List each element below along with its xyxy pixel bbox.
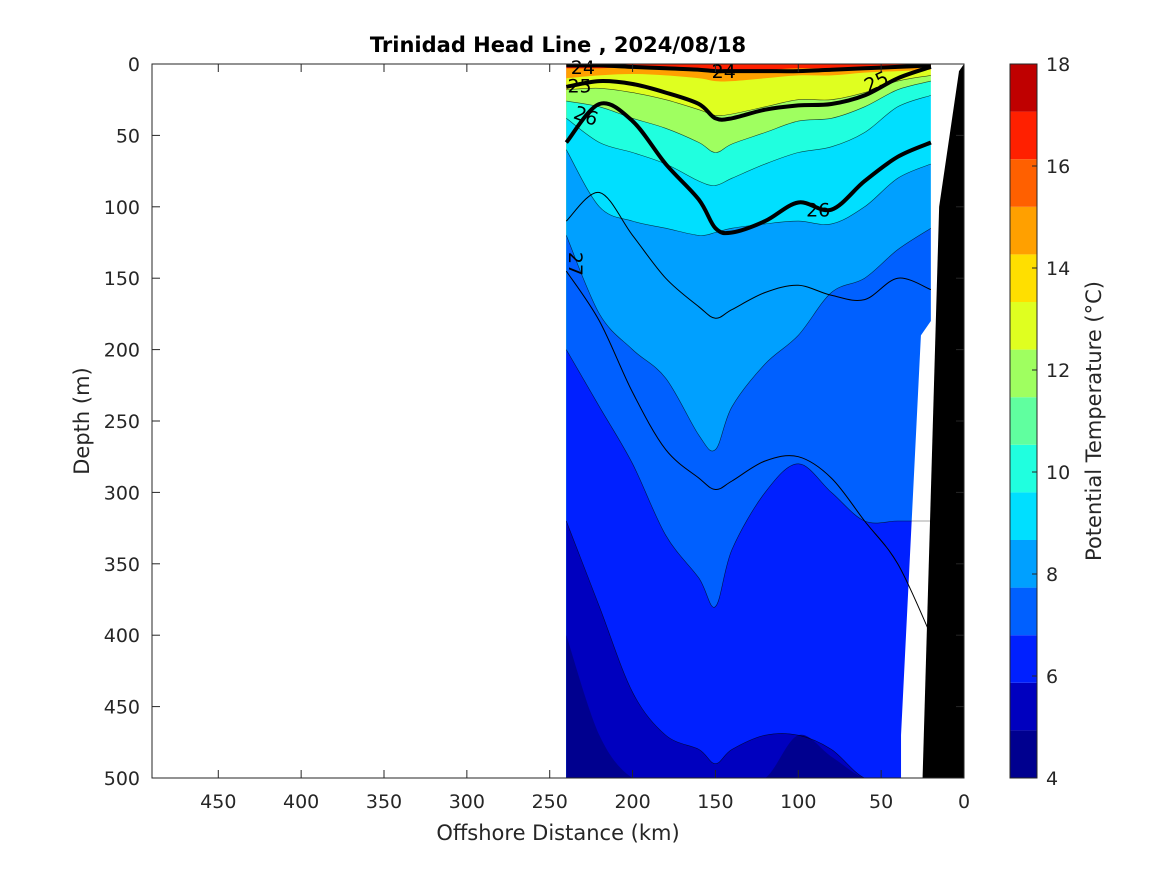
- y-tick-label: 500: [104, 768, 140, 790]
- density-contour-26-5: [565, 191, 932, 319]
- temperature-band: [566, 635, 964, 778]
- bathymetry-layer: [901, 64, 964, 778]
- x-tick-label: 450: [200, 791, 236, 813]
- colorbar-tick-label: 6: [1046, 666, 1058, 688]
- y-tick-label: 400: [104, 625, 140, 647]
- colorbar-segment: [1010, 730, 1037, 778]
- colorbar-tick-label: 10: [1046, 462, 1070, 484]
- colorbar-segment: [1010, 206, 1037, 255]
- y-tick-label: 350: [104, 554, 140, 576]
- colorbar-tick-label: 12: [1046, 360, 1070, 382]
- colorbar-segment: [1010, 349, 1037, 398]
- contour-label: 26: [806, 200, 830, 222]
- y-tick-label: 150: [104, 268, 140, 290]
- y-axis-label: Depth (m): [70, 367, 94, 474]
- colorbar-segment: [1010, 492, 1037, 540]
- contour-label: 27: [564, 252, 586, 276]
- colorbar-tick-label: 8: [1046, 564, 1058, 586]
- colorbar-segment: [1010, 444, 1037, 493]
- y-tick-label: 100: [104, 197, 140, 219]
- chart-title: Trinidad Head Line , 2024/08/18: [370, 33, 746, 57]
- colorbar-segment: [1010, 254, 1037, 302]
- y-tick-label: 0: [128, 54, 140, 76]
- isotherm-line: [566, 149, 932, 236]
- colorbar-tick-label: 14: [1046, 258, 1070, 280]
- isotherm-line: [566, 349, 931, 608]
- contour-label: 24: [571, 57, 595, 79]
- colorbar-segment: [1010, 111, 1037, 160]
- colorbar-segment: [1010, 159, 1037, 207]
- x-tick-label: 0: [958, 791, 970, 813]
- seafloor-bathymetry: [922, 64, 964, 778]
- colorbar-segment: [1010, 397, 1037, 445]
- temperature-band: [566, 349, 964, 778]
- colorbar-frame: [1009, 63, 1038, 779]
- x-tick-label: 150: [697, 791, 733, 813]
- y-tick-label: 450: [104, 697, 140, 719]
- colorbar-segment: [1010, 635, 1037, 683]
- x-tick-label: 400: [283, 791, 319, 813]
- x-tick-label: 100: [780, 791, 816, 813]
- colorbar-segment: [1010, 302, 1037, 350]
- colorbar-segment: [1010, 540, 1037, 588]
- density-contour-26: [564, 101, 932, 236]
- isotherm-line: [566, 80, 931, 153]
- x-tick-label: 200: [614, 791, 650, 813]
- colorbar-tick-label: 4: [1046, 768, 1058, 790]
- colorbar-tick-label: 18: [1046, 54, 1070, 76]
- y-tick-label: 50: [116, 125, 140, 147]
- isotherm-line: [566, 75, 931, 116]
- temperature-fill-layer: [566, 64, 964, 778]
- y-tick-label: 200: [104, 340, 140, 362]
- x-tick-label: 300: [449, 791, 485, 813]
- x-tick-label: 50: [869, 791, 893, 813]
- x-tick-label: 250: [532, 791, 568, 813]
- colorbar-label: Potential Temperature (°C): [1082, 281, 1106, 561]
- density-contour-25: [565, 65, 932, 122]
- isotherm-line: [566, 227, 932, 452]
- contour-label: 24: [712, 61, 736, 83]
- y-tick-label: 250: [104, 411, 140, 433]
- colorbar-segment: [1010, 587, 1037, 636]
- colorbar-tick-label: 16: [1046, 156, 1070, 178]
- x-tick-label: 350: [366, 791, 402, 813]
- isotherm-line: [566, 95, 931, 186]
- colorbar: 4 6 8 10 12 14 16 18: [1009, 54, 1070, 790]
- contour-label: 25: [567, 75, 591, 97]
- colorbar-segment: [1010, 64, 1037, 112]
- y-tick-label: 300: [104, 482, 140, 504]
- y-axis: 0 50 100 150 200 250 300 350 400 450 500: [104, 54, 964, 790]
- x-axis-label: Offshore Distance (km): [436, 821, 679, 845]
- x-axis: 450 400 350 300 250 200 150 100 50 0: [200, 64, 970, 813]
- colorbar-segment: [1010, 682, 1037, 731]
